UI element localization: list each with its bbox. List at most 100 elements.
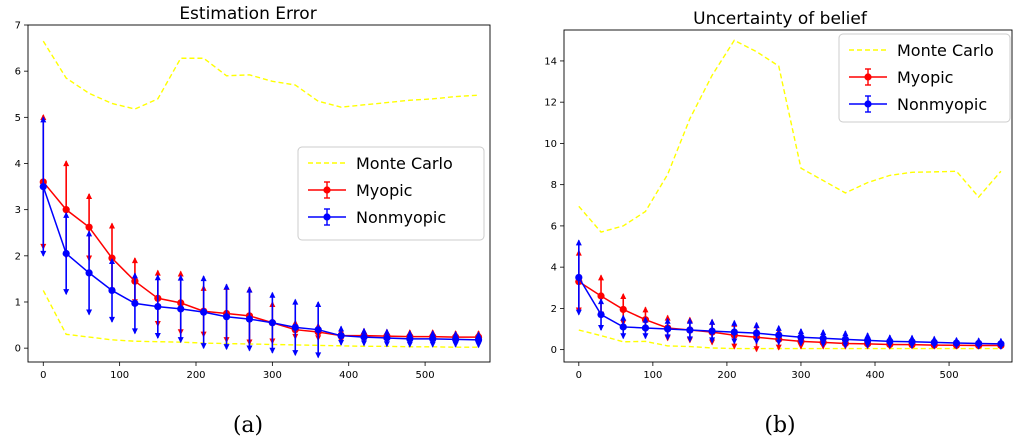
nonmyopic-error-cap — [246, 286, 253, 293]
x-tick-label: 400 — [339, 370, 358, 381]
nonmyopic-point — [664, 325, 672, 333]
legend-swatch-myopic-marker — [323, 186, 331, 194]
nonmyopic-error-cap — [664, 334, 671, 341]
y-tick-label: 4 — [551, 263, 557, 274]
nonmyopic-error-cap — [109, 258, 115, 265]
nonmyopic-point — [131, 299, 139, 307]
nonmyopic-point — [575, 273, 583, 282]
nonmyopic-error-cap — [177, 337, 184, 344]
x-tick-label: 0 — [576, 370, 582, 381]
nonmyopic-error-cap — [131, 272, 138, 279]
nonmyopic-error-cap — [575, 239, 582, 246]
nonmyopic-error-cap — [842, 330, 849, 337]
nonmyopic-error-cap — [709, 337, 716, 344]
nonmyopic-point — [39, 182, 47, 191]
axes-frame-b — [563, 29, 1013, 363]
myopic-point — [619, 305, 627, 314]
x-tick-label: 100 — [643, 370, 662, 381]
nonmyopic-error-cap — [292, 350, 299, 357]
nonmyopic-error-cap — [664, 317, 671, 324]
monte-carlo-upper-line — [578, 39, 1002, 233]
myopic-error-cap — [177, 270, 184, 277]
nonmyopic-point — [85, 269, 93, 277]
x-tick-label: 300 — [263, 370, 282, 381]
y-tick-label: 4 — [15, 159, 21, 170]
nonmyopic-error-cap — [842, 342, 849, 349]
nonmyopic-error-cap — [223, 283, 230, 290]
nonmyopic-point — [245, 315, 254, 323]
legend-box — [838, 33, 1011, 123]
nonmyopic-point — [686, 326, 694, 334]
nonmyopic-point — [775, 331, 783, 339]
x-tick-label: 200 — [186, 370, 205, 381]
nonmyopic-error-cap — [177, 274, 184, 281]
nonmyopic-error-cap — [406, 330, 413, 337]
nonmyopic-point — [752, 329, 761, 337]
nonmyopic-error-cap — [452, 330, 459, 337]
nonmyopic-point — [886, 337, 894, 345]
nonmyopic-point — [641, 324, 650, 332]
nonmyopic-point — [975, 339, 983, 348]
nonmyopic-error-cap — [620, 333, 627, 340]
monte-carlo-upper-line — [42, 40, 479, 110]
monte-carlo-lower-line — [42, 290, 479, 348]
x-tick-label: 200 — [717, 370, 736, 381]
nonmyopic-point — [337, 332, 345, 340]
nonmyopic-error-cap — [686, 317, 693, 324]
nonmyopic-error-cap — [383, 328, 390, 335]
myopic-error-cap — [620, 292, 627, 299]
nonmyopic-error-cap — [40, 116, 47, 123]
panel-caption-a: (a) — [233, 413, 263, 438]
nonmyopic-error-cap — [383, 341, 390, 348]
nonmyopic-error-cap — [269, 291, 276, 298]
nonmyopic-error-cap — [864, 332, 871, 339]
nonmyopic-point — [62, 249, 70, 258]
nonmyopic-error-cap — [598, 325, 605, 332]
nonmyopic-error-cap — [315, 300, 322, 307]
nonmyopic-error-cap — [86, 309, 93, 316]
nonmyopic-error-cap — [753, 338, 760, 345]
nonmyopic-error-cap — [429, 341, 436, 348]
myopic-error-cap — [664, 314, 671, 321]
myopic-error-cap — [797, 343, 804, 350]
chart-panel-b: Uncertainty of belief (b) 0 100 200 300 400 5… — [544, 9, 1013, 438]
legend-label-monte-carlo: Monte Carlo — [897, 41, 994, 60]
nonmyopic-point — [908, 338, 916, 346]
myopic-error-cap — [131, 257, 138, 264]
x-tick-label: 0 — [40, 370, 46, 381]
nonmyopic-error-cap — [575, 309, 582, 316]
legend-swatch-nonmyopic-marker — [864, 100, 872, 108]
nonmyopic-error-cap — [820, 341, 827, 348]
nonmyopic-error-cap — [63, 289, 70, 296]
myopic-error-cap — [731, 343, 738, 350]
myopic-error-cap — [154, 269, 161, 276]
nonmyopic-error-cap — [753, 321, 760, 328]
nonmyopic-point — [930, 338, 938, 347]
y-tick-label: 6 — [551, 221, 557, 232]
nonmyopic-error-cap — [686, 336, 693, 343]
nonmyopic-error-cap — [475, 342, 482, 349]
y-tick-label: 0 — [551, 345, 557, 356]
nonmyopic-point — [200, 308, 208, 316]
nonmyopic-point — [383, 334, 391, 342]
nonmyopic-error-cap — [709, 318, 716, 325]
myopic-error-cap — [63, 160, 70, 167]
nonmyopic-point — [597, 310, 605, 319]
nonmyopic-error-cap — [452, 341, 459, 348]
nonmyopic-error-cap — [642, 316, 649, 323]
myopic-point — [62, 206, 70, 214]
y-tick-label: 2 — [15, 251, 21, 262]
nonmyopic-point — [406, 335, 414, 343]
chart-title-b: Uncertainty of belief — [693, 9, 868, 29]
nonmyopic-point — [268, 319, 276, 327]
nonmyopic-point — [819, 334, 827, 342]
nonmyopic-point — [474, 336, 483, 344]
nonmyopic-error-cap — [338, 325, 345, 332]
panel-caption-b: (b) — [764, 413, 795, 438]
nonmyopic-error-cap — [820, 329, 827, 336]
nonmyopic-error-cap — [361, 340, 367, 347]
myopic-error-cap — [86, 192, 93, 199]
myopic-point — [597, 292, 605, 300]
myopic-point — [85, 223, 93, 231]
nonmyopic-error-cap — [40, 250, 47, 257]
